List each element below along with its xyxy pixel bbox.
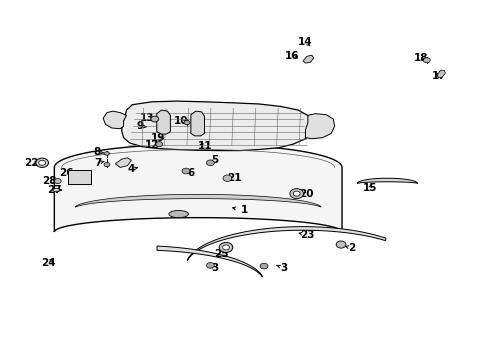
Text: 17: 17 (431, 71, 446, 81)
Circle shape (206, 262, 214, 268)
Circle shape (54, 179, 61, 184)
Polygon shape (122, 101, 312, 150)
Text: 6: 6 (187, 168, 194, 178)
Text: 4: 4 (127, 164, 135, 174)
Polygon shape (157, 246, 262, 277)
Polygon shape (190, 111, 204, 136)
Text: 21: 21 (227, 173, 242, 183)
Text: 1: 1 (241, 206, 247, 216)
Text: 20: 20 (298, 189, 312, 199)
Text: 2: 2 (347, 243, 355, 253)
Polygon shape (356, 178, 417, 184)
Circle shape (182, 168, 189, 174)
Text: 23: 23 (299, 230, 313, 239)
Circle shape (104, 162, 110, 167)
Circle shape (289, 189, 303, 199)
Text: 16: 16 (285, 51, 299, 61)
Circle shape (104, 152, 109, 155)
Bar (68, 170, 91, 184)
Circle shape (219, 242, 232, 252)
Text: 3: 3 (279, 263, 286, 273)
Circle shape (183, 121, 189, 125)
Text: 26: 26 (59, 168, 74, 178)
Text: 3: 3 (211, 263, 219, 273)
Text: 10: 10 (174, 116, 188, 126)
Polygon shape (52, 189, 60, 192)
Text: 15: 15 (362, 183, 377, 193)
Circle shape (36, 158, 48, 167)
Polygon shape (436, 70, 445, 77)
Polygon shape (75, 194, 320, 207)
Polygon shape (187, 226, 385, 260)
Text: 25: 25 (213, 248, 228, 258)
Circle shape (156, 141, 162, 147)
Circle shape (335, 241, 345, 248)
Text: 22: 22 (23, 158, 38, 168)
Text: 8: 8 (93, 147, 101, 157)
Polygon shape (103, 111, 126, 129)
Circle shape (223, 175, 231, 181)
Text: 18: 18 (413, 53, 427, 63)
Text: 5: 5 (211, 155, 219, 165)
Text: 19: 19 (150, 133, 164, 143)
Circle shape (222, 245, 229, 250)
Circle shape (206, 160, 214, 166)
Text: 9: 9 (136, 121, 143, 131)
Text: 28: 28 (42, 176, 57, 186)
Circle shape (151, 116, 158, 122)
Polygon shape (115, 158, 131, 167)
Text: 12: 12 (144, 140, 159, 150)
Text: 14: 14 (298, 37, 312, 47)
Ellipse shape (168, 211, 188, 218)
Text: 27: 27 (47, 185, 61, 195)
Circle shape (260, 263, 267, 269)
Polygon shape (157, 110, 170, 134)
Circle shape (293, 191, 300, 196)
Polygon shape (305, 114, 334, 139)
Circle shape (423, 58, 429, 63)
Polygon shape (303, 55, 313, 63)
Circle shape (39, 160, 45, 165)
Text: 13: 13 (140, 113, 154, 123)
Text: 11: 11 (198, 141, 212, 151)
Text: 24: 24 (41, 258, 56, 268)
Polygon shape (54, 144, 341, 232)
Text: 7: 7 (94, 158, 102, 168)
